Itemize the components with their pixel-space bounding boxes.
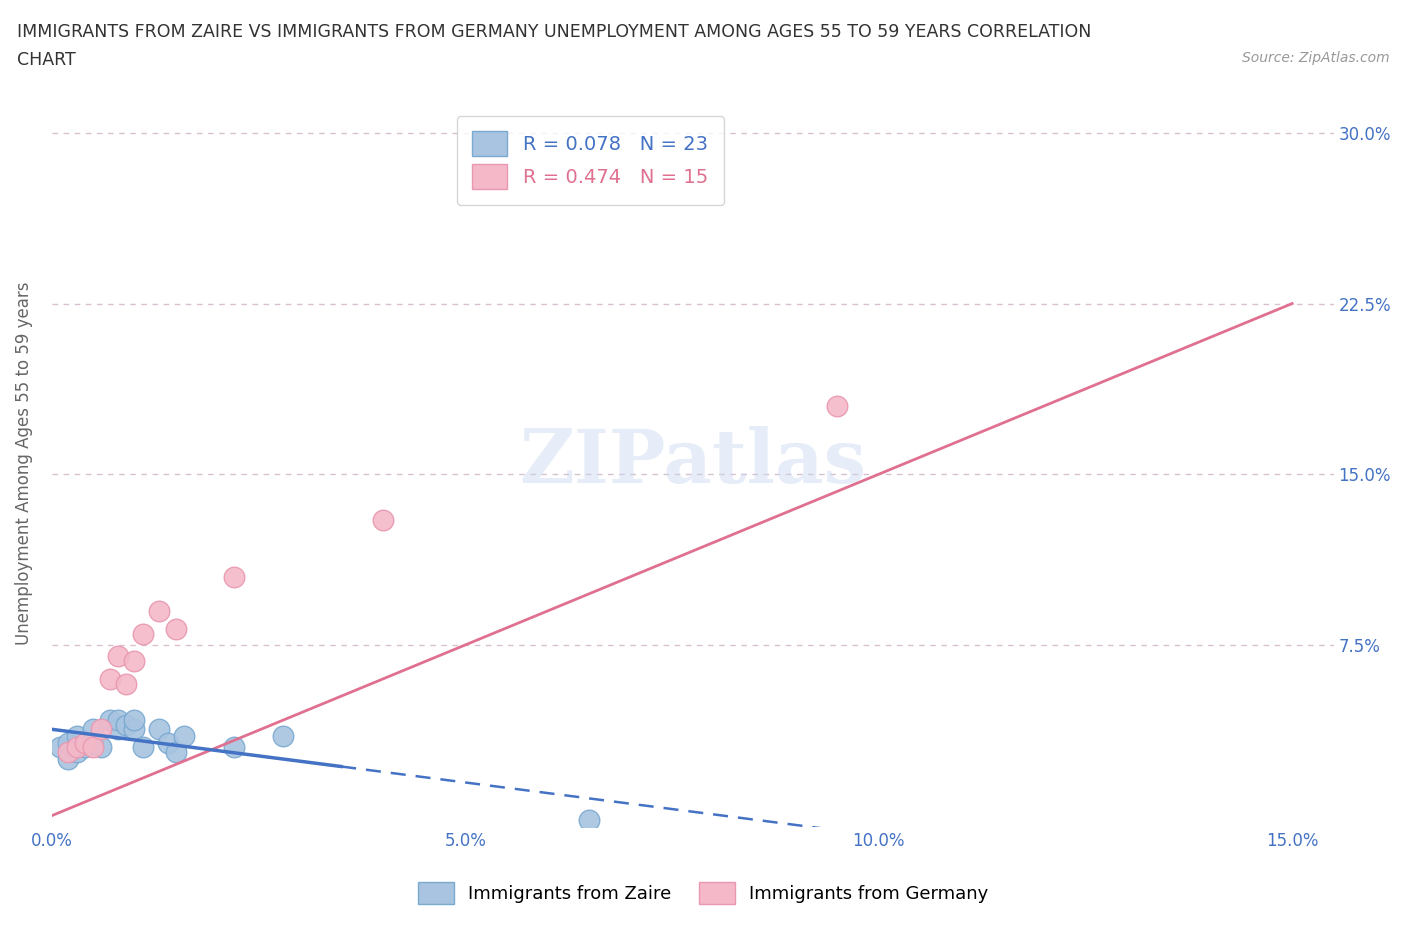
- Point: [58, 751, 80, 766]
- Point: [124, 722, 146, 737]
- Point: [115, 717, 138, 732]
- Point: [90, 722, 112, 737]
- Point: [132, 740, 155, 755]
- Text: ZIPatlas: ZIPatlas: [519, 426, 866, 499]
- Point: [73, 740, 96, 755]
- Text: CHART: CHART: [17, 51, 76, 69]
- Point: [90, 740, 112, 755]
- Point: [107, 712, 129, 727]
- Point: [148, 722, 170, 737]
- Point: [58, 745, 80, 760]
- Point: [65, 745, 87, 760]
- Point: [107, 649, 129, 664]
- Text: Source: ZipAtlas.com: Source: ZipAtlas.com: [1241, 51, 1389, 65]
- Point: [82, 736, 104, 751]
- Y-axis label: Unemployment Among Ages 55 to 59 years: Unemployment Among Ages 55 to 59 years: [15, 281, 32, 644]
- Point: [222, 740, 245, 755]
- Point: [124, 654, 146, 669]
- Point: [271, 728, 294, 743]
- Point: [156, 736, 179, 751]
- Point: [73, 736, 96, 751]
- Point: [115, 676, 138, 691]
- Text: IMMIGRANTS FROM ZAIRE VS IMMIGRANTS FROM GERMANY UNEMPLOYMENT AMONG AGES 55 TO 5: IMMIGRANTS FROM ZAIRE VS IMMIGRANTS FROM…: [17, 23, 1091, 41]
- Point: [132, 626, 155, 641]
- Point: [148, 604, 170, 618]
- Point: [124, 712, 146, 727]
- Point: [65, 728, 87, 743]
- Point: [82, 722, 104, 737]
- Point: [173, 728, 195, 743]
- Point: [98, 671, 121, 686]
- Legend: Immigrants from Zaire, Immigrants from Germany: Immigrants from Zaire, Immigrants from G…: [411, 875, 995, 911]
- Point: [58, 736, 80, 751]
- Point: [371, 512, 394, 527]
- Point: [165, 621, 187, 636]
- Legend: R = 0.078   N = 23, R = 0.474   N = 15: R = 0.078 N = 23, R = 0.474 N = 15: [457, 115, 724, 205]
- Point: [222, 569, 245, 584]
- Point: [107, 722, 129, 737]
- Point: [49, 740, 72, 755]
- Point: [578, 813, 600, 828]
- Point: [98, 712, 121, 727]
- Point: [82, 740, 104, 755]
- Point: [827, 399, 849, 414]
- Point: [165, 745, 187, 760]
- Point: [65, 740, 87, 755]
